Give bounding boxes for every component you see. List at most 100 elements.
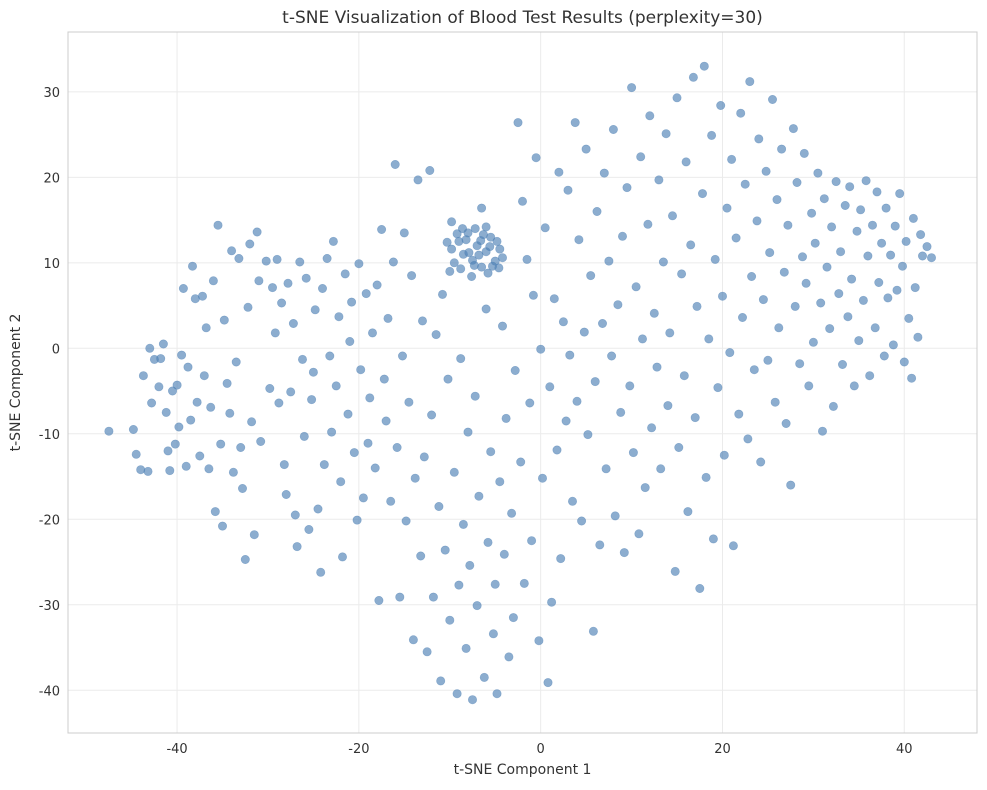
scatter-point <box>488 629 498 639</box>
scatter-point <box>490 579 500 589</box>
scatter-point <box>677 269 687 279</box>
scatter-point <box>910 283 920 293</box>
x-axis-label: t-SNE Component 1 <box>454 762 592 778</box>
scatter-point <box>834 289 844 299</box>
scatter-point <box>158 339 168 349</box>
scatter-point <box>254 276 264 286</box>
scatter-point <box>422 647 432 657</box>
scatter-point <box>279 460 289 470</box>
scatter-point <box>513 118 523 128</box>
scatter-point <box>340 269 350 279</box>
scatter-point <box>354 259 364 269</box>
scatter-point <box>547 597 557 607</box>
scatter-point <box>552 445 562 455</box>
scatter-point <box>308 367 318 377</box>
scatter-point <box>483 537 493 547</box>
scatter-point <box>413 175 423 185</box>
scatter-point <box>731 233 741 243</box>
scatter-point <box>486 447 496 457</box>
scatter-point <box>467 271 477 281</box>
scatter-point <box>292 542 302 552</box>
scatter-point <box>786 480 796 490</box>
scatter-point <box>213 220 223 230</box>
scatter-point <box>210 507 220 517</box>
scatter-point <box>799 148 809 158</box>
scatter-point <box>704 334 714 344</box>
scatter-point <box>534 636 544 646</box>
scatter-point <box>174 422 184 432</box>
scatter-point <box>307 395 317 405</box>
scatter-point <box>474 250 484 260</box>
scatter-point <box>507 508 517 518</box>
scatter-point <box>781 418 791 428</box>
scatter-point <box>181 461 191 471</box>
scatter-point <box>699 61 709 71</box>
scatter-point <box>754 134 764 144</box>
scatter-point <box>670 566 680 576</box>
scatter-point <box>225 408 235 418</box>
scatter-point <box>836 247 846 257</box>
scatter-point <box>795 359 805 369</box>
y-tick-label: -20 <box>39 513 60 528</box>
scatter-point <box>477 262 487 272</box>
scatter-point <box>861 176 871 186</box>
scatter-point <box>628 448 638 458</box>
scatter-point <box>688 72 698 82</box>
scatter-point <box>745 77 755 87</box>
scatter-point <box>717 291 727 301</box>
scatter-point <box>172 380 182 390</box>
scatter-point <box>128 424 138 434</box>
scatter-point <box>510 365 520 375</box>
scatter-point <box>767 95 777 105</box>
scatter-point <box>447 244 457 254</box>
scatter-point <box>163 446 173 456</box>
scatter-point <box>658 257 668 267</box>
scatter-point <box>867 220 877 230</box>
scatter-point <box>637 334 647 344</box>
scatter-point <box>456 354 466 364</box>
scatter-point <box>208 276 218 286</box>
scatter-point <box>597 318 607 328</box>
scatter-point <box>469 260 479 270</box>
scatter-point <box>470 391 480 401</box>
scatter-point <box>616 407 626 417</box>
scatter-point <box>877 238 887 248</box>
scatter-point <box>383 313 393 323</box>
scatter-point <box>652 362 662 372</box>
scatter-point <box>874 277 884 287</box>
scatter-point <box>692 301 702 311</box>
scatter-point <box>708 534 718 544</box>
scatter-point <box>464 248 474 258</box>
scatter-point <box>440 545 450 555</box>
scatter-point <box>410 473 420 483</box>
scatter-point <box>495 244 505 254</box>
scatter-point <box>407 271 417 281</box>
scatter-point <box>516 457 526 467</box>
scatter-point <box>707 130 717 140</box>
scatter-point <box>617 231 627 241</box>
scatter-point <box>165 466 175 476</box>
scatter-point <box>256 436 266 446</box>
scatter-point <box>586 271 596 281</box>
scatter-point <box>170 439 180 449</box>
scatter-point <box>561 416 571 426</box>
scatter-point <box>495 477 505 487</box>
scatter-point <box>804 381 814 391</box>
scatter-point <box>890 221 900 231</box>
scatter-point <box>427 410 437 420</box>
plot-area-frame <box>67 31 978 734</box>
scatter-point <box>290 510 300 520</box>
scatter-point <box>856 205 866 215</box>
scatter-point <box>245 239 255 249</box>
scatter-point <box>492 689 502 699</box>
scatter-point <box>216 439 226 449</box>
scatter-point <box>243 302 253 312</box>
scatter-point <box>710 254 720 264</box>
scatter-point <box>661 129 671 139</box>
scatter-point <box>445 615 455 625</box>
scatter-point <box>901 236 911 246</box>
scatter-point <box>854 336 864 346</box>
scatter-point <box>316 567 326 577</box>
